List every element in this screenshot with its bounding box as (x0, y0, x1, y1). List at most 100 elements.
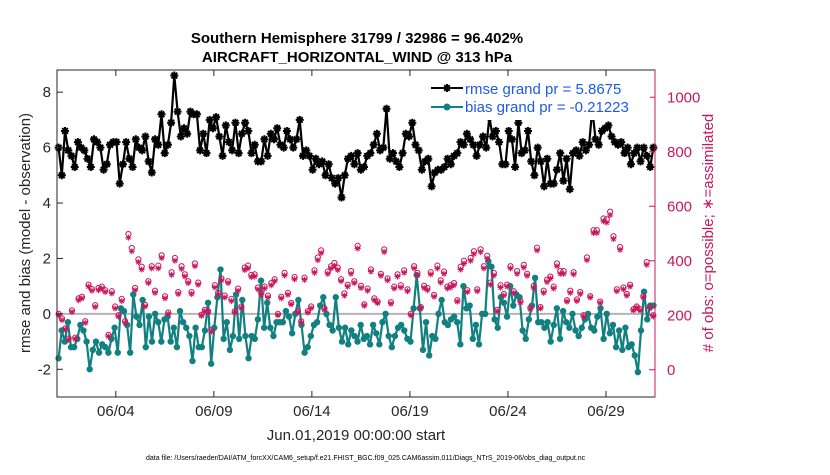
rmse-point (430, 168, 439, 177)
obs-assimilated-point (387, 300, 394, 307)
obs-assimilated-point (344, 283, 351, 290)
rmse-point (315, 160, 323, 169)
obs-assimilated-point (447, 284, 454, 291)
rmse-point (170, 71, 179, 80)
bias-point (257, 277, 265, 284)
obs-assimilated-point (334, 267, 341, 273)
bias-point (369, 321, 377, 329)
rmse-point (218, 151, 227, 160)
rmse-point (646, 163, 655, 171)
bias-point (345, 341, 352, 348)
bias-point (211, 324, 218, 331)
rmse-point (598, 127, 606, 135)
rmse-point (623, 143, 632, 152)
obs-assimilated-point (178, 265, 185, 272)
rmse-point (610, 138, 619, 147)
bias-point (64, 318, 72, 326)
bias-point (591, 327, 598, 334)
obs-assimilated-point (480, 265, 487, 272)
bias-point (170, 324, 177, 331)
obs-assimilated-point (291, 276, 298, 283)
rmse-point (440, 163, 449, 171)
obs-assimilated-point (580, 313, 587, 320)
obs-assimilated-point (95, 287, 102, 294)
bias-point (86, 366, 93, 373)
rmse-point (401, 129, 410, 138)
bias-point (95, 349, 103, 356)
rmse-point (353, 149, 362, 158)
obs-assimilated-point (211, 284, 218, 291)
obs-assimilated-point (118, 298, 125, 305)
rmse-point (488, 132, 497, 141)
bias-point (148, 338, 156, 345)
rmse-point (147, 168, 156, 177)
obs-assimilated-point (215, 291, 222, 298)
rmse-point (408, 118, 417, 127)
obs-assimilated-point (238, 305, 245, 312)
rmse-point (366, 149, 375, 158)
obs-assimilated-point (411, 265, 418, 272)
rmse-point (138, 146, 147, 155)
rmse-point (324, 160, 333, 169)
bias-point (260, 324, 268, 331)
obs-assimilated-point (401, 269, 408, 276)
obs-assimilated-point (102, 289, 109, 296)
obs-assimilated-point (88, 287, 95, 294)
rmse-point (286, 135, 295, 144)
rmse-point (443, 154, 452, 163)
bias-point (466, 302, 473, 309)
bias-point (229, 332, 237, 340)
rmse-point (186, 107, 195, 116)
obs-assimilated-point (381, 249, 388, 255)
obs-assimilated-point (600, 218, 607, 225)
rmse-point (244, 127, 253, 135)
bias-point (628, 341, 635, 348)
bias-point (77, 321, 84, 329)
rmse-point (221, 121, 230, 130)
obs-assimilated-point (407, 312, 414, 319)
bias-point (176, 307, 184, 315)
obs-assimilated-point (564, 298, 570, 305)
legend-bias-label: bias grand pr = -0.21223 (465, 99, 629, 116)
rmse-point (266, 129, 275, 138)
bias-point (151, 310, 159, 318)
bias-point (435, 310, 442, 318)
obs-assimilated-point (497, 284, 504, 291)
bias-point (491, 316, 498, 323)
rmse-point (552, 165, 561, 174)
rmse-point (83, 154, 92, 163)
obs-assimilated-point (613, 288, 620, 295)
obs-assimilated-point (298, 319, 305, 326)
rmse-point (437, 165, 446, 174)
rmse-point (192, 110, 201, 119)
obs-assimilated-point (527, 306, 534, 313)
legend: rmse grand pr = 5.8675 bias grand pr = -… (428, 76, 650, 120)
bias-point (167, 338, 174, 345)
rmse-point (620, 149, 629, 158)
bias-point (133, 313, 140, 320)
chart-title-line1: Southern Hemisphere 31799 / 32986 = 96.4… (191, 30, 523, 47)
obs-assimilated-point (82, 319, 89, 326)
bias-point (510, 302, 517, 309)
obs-assimilated-point (122, 319, 129, 326)
obs-assimilated-point (195, 281, 202, 288)
obs-assimilated-point (437, 279, 444, 286)
bias-point (223, 318, 230, 326)
bias-point (301, 349, 308, 356)
y-tick-label-right: 800 (667, 144, 692, 161)
rmse-point (459, 140, 468, 149)
rmse-point (73, 138, 82, 147)
bias-point (304, 343, 311, 351)
rmse-point (334, 174, 343, 183)
bias-point (357, 321, 364, 329)
obs-assimilated-point (404, 288, 411, 295)
bias-point (142, 343, 149, 351)
rmse-point (276, 140, 285, 149)
obs-assimilated-point (510, 289, 517, 296)
rmse-point (344, 154, 352, 163)
legend-bias-marker (443, 103, 451, 111)
bias-point (619, 346, 626, 354)
rmse-point (524, 127, 532, 135)
rmse-point (475, 140, 484, 149)
rmse-point (250, 140, 259, 149)
